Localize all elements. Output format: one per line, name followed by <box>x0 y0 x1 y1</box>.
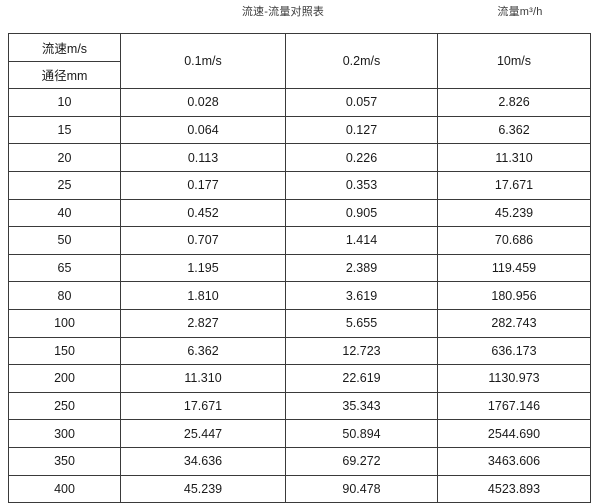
cell-value-2: 45.239 <box>437 198 591 228</box>
cell-value-2: 1130.973 <box>437 364 591 393</box>
cell-value-1: 50.894 <box>285 419 438 448</box>
table-header-row-top: 流速m/s 0.1m/s 0.2m/s 10m/s <box>8 32 591 90</box>
cell-value-1: 90.478 <box>285 474 438 503</box>
cell-value-1: 22.619 <box>285 364 438 393</box>
table-row: 65 1.195 2.389 119.459 <box>8 253 591 283</box>
cell-value-0: 17.671 <box>120 391 286 421</box>
cell-value-0: 0.113 <box>120 143 286 172</box>
cell-value-0: 1.195 <box>120 253 286 283</box>
corner-header-velocity: 流速m/s <box>8 33 121 62</box>
cell-value-0: 0.177 <box>120 170 286 200</box>
cell-value-2: 1767.146 <box>437 391 591 421</box>
cell-value-1: 2.389 <box>285 253 438 283</box>
flow-rate-table: 流速m/s 0.1m/s 0.2m/s 10m/s 通径mm 10 0.028 … <box>8 32 591 503</box>
cell-value-2: 6.362 <box>437 115 591 145</box>
cell-value-2: 4523.893 <box>437 474 591 503</box>
column-header-0: 0.1m/s <box>120 32 286 90</box>
cell-value-1: 3.619 <box>285 281 438 310</box>
table-row: 50 0.707 1.414 70.686 <box>8 226 591 255</box>
cell-value-0: 11.310 <box>120 364 286 393</box>
cell-diameter: 400 <box>8 474 121 503</box>
cell-value-0: 2.827 <box>120 308 286 338</box>
cell-value-2: 70.686 <box>437 226 591 255</box>
cell-diameter: 20 <box>8 143 121 172</box>
corner-header-diameter: 通径mm <box>8 60 121 90</box>
cell-value-0: 6.362 <box>120 336 286 366</box>
cell-value-1: 0.057 <box>285 88 438 117</box>
cell-value-0: 0.452 <box>120 198 286 228</box>
table-row: 25 0.177 0.353 17.671 <box>8 170 591 200</box>
cell-value-0: 0.028 <box>120 88 286 117</box>
column-header-2: 10m/s <box>437 32 591 90</box>
flow-rate-table-wrapper: 流速m/s 0.1m/s 0.2m/s 10m/s 通径mm 10 0.028 … <box>8 32 591 503</box>
cell-value-1: 0.905 <box>285 198 438 228</box>
cell-value-0: 45.239 <box>120 474 286 503</box>
cell-value-2: 11.310 <box>437 143 591 172</box>
table-body: 流速m/s 0.1m/s 0.2m/s 10m/s 通径mm 10 0.028 … <box>8 32 591 503</box>
cell-diameter: 300 <box>8 419 121 448</box>
cell-diameter: 250 <box>8 391 121 421</box>
table-row: 400 45.239 90.478 4523.893 <box>8 474 591 503</box>
cell-diameter: 40 <box>8 198 121 228</box>
table-row: 150 6.362 12.723 636.173 <box>8 336 591 366</box>
table-row: 350 34.636 69.272 3463.606 <box>8 446 591 476</box>
column-header-1: 0.2m/s <box>285 32 438 90</box>
cell-value-1: 1.414 <box>285 226 438 255</box>
cell-value-0: 1.810 <box>120 281 286 310</box>
cell-value-2: 119.459 <box>437 253 591 283</box>
cell-value-2: 180.956 <box>437 281 591 310</box>
cell-value-1: 12.723 <box>285 336 438 366</box>
caption-bar: 流速-流量对照表 流量m³/h <box>0 0 600 30</box>
table-row: 10 0.028 0.057 2.826 <box>8 88 591 117</box>
table-row: 100 2.827 5.655 282.743 <box>8 308 591 338</box>
cell-diameter: 350 <box>8 446 121 476</box>
cell-value-2: 17.671 <box>437 170 591 200</box>
cell-diameter: 25 <box>8 170 121 200</box>
cell-value-0: 25.447 <box>120 419 286 448</box>
cell-diameter: 65 <box>8 253 121 283</box>
table-row: 200 11.310 22.619 1130.973 <box>8 364 591 393</box>
table-row: 80 1.810 3.619 180.956 <box>8 281 591 310</box>
cell-value-2: 636.173 <box>437 336 591 366</box>
cell-value-1: 5.655 <box>285 308 438 338</box>
table-row: 15 0.064 0.127 6.362 <box>8 115 591 145</box>
cell-diameter: 150 <box>8 336 121 366</box>
table-row: 250 17.671 35.343 1767.146 <box>8 391 591 421</box>
cell-diameter: 200 <box>8 364 121 393</box>
cell-value-0: 34.636 <box>120 446 286 476</box>
cell-value-2: 282.743 <box>437 308 591 338</box>
table-row: 20 0.113 0.226 11.310 <box>8 143 591 172</box>
cell-diameter: 80 <box>8 281 121 310</box>
unit-label: 流量m³/h <box>497 6 543 18</box>
page-title: 流速-流量对照表 <box>241 6 325 18</box>
cell-value-0: 0.064 <box>120 115 286 145</box>
cell-value-0: 0.707 <box>120 226 286 255</box>
table-row: 40 0.452 0.905 45.239 <box>8 198 591 228</box>
cell-diameter: 100 <box>8 308 121 338</box>
cell-value-2: 2.826 <box>437 88 591 117</box>
table-row: 300 25.447 50.894 2544.690 <box>8 419 591 448</box>
table-header-row-bottom: 通径mm <box>8 60 591 90</box>
cell-value-1: 35.343 <box>285 391 438 421</box>
cell-diameter: 50 <box>8 226 121 255</box>
cell-value-1: 69.272 <box>285 446 438 476</box>
cell-value-1: 0.226 <box>285 143 438 172</box>
cell-value-2: 3463.606 <box>437 446 591 476</box>
cell-diameter: 10 <box>8 88 121 117</box>
cell-value-1: 0.353 <box>285 170 438 200</box>
cell-value-2: 2544.690 <box>437 419 591 448</box>
cell-value-1: 0.127 <box>285 115 438 145</box>
cell-diameter: 15 <box>8 115 121 145</box>
